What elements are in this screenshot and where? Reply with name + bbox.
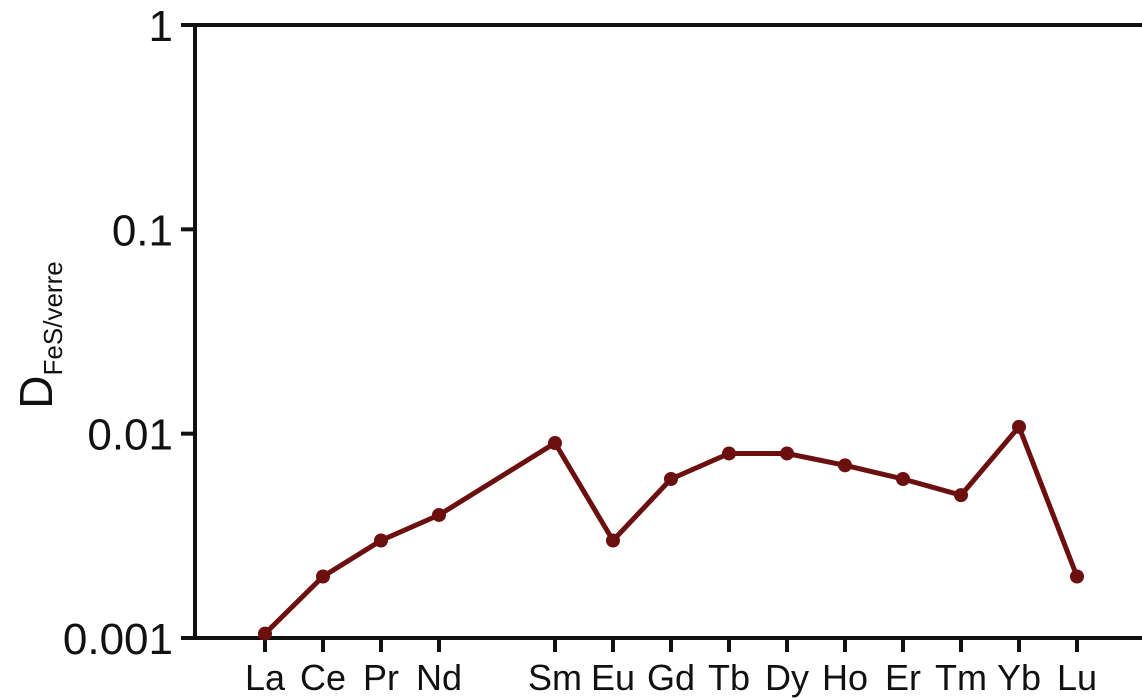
data-point-gd	[664, 471, 678, 486]
series-layer	[258, 419, 1084, 641]
x-tick-label-pr: Pr	[363, 657, 399, 698]
data-point-ce	[316, 569, 330, 584]
y-tick-label: 1	[149, 2, 173, 51]
x-tick-label-eu: Eu	[591, 657, 635, 698]
x-axis: La Ce Pr Nd Sm Eu Gd Tb Dy Ho Er Tm Yb Lu	[245, 638, 1097, 698]
plot-frame	[193, 23, 1142, 640]
data-point-dy	[780, 446, 794, 461]
y-axis-label-main: D	[10, 375, 62, 408]
y-axis-label-subscript: FeS/verre	[38, 261, 68, 375]
data-point-tm	[954, 488, 968, 503]
data-point-lu	[1070, 569, 1084, 584]
y-tick-label: 0.1	[112, 206, 173, 255]
data-point-er	[896, 471, 910, 486]
x-tick-label-la: La	[245, 657, 286, 698]
data-point-sm	[548, 436, 562, 451]
x-tick-label-tb: Tb	[708, 657, 750, 698]
data-point-ho	[838, 458, 852, 473]
x-tick-label-nd: Nd	[416, 657, 462, 698]
x-tick-label-yb: Yb	[997, 657, 1041, 698]
x-tick-label-sm: Sm	[528, 657, 582, 698]
x-tick-label-er: Er	[885, 657, 921, 698]
y-tick-label: 0.01	[87, 411, 173, 460]
x-tick-label-gd: Gd	[647, 657, 695, 698]
y-tick-label: 0.001	[63, 615, 173, 664]
y-axis-label: DFeS/verre	[10, 261, 68, 408]
data-point-yb	[1012, 419, 1026, 434]
x-tick-label-lu: Lu	[1057, 657, 1097, 698]
data-point-pr	[374, 533, 388, 548]
x-tick-label-tm: Tm	[935, 657, 987, 698]
data-point-nd	[432, 507, 446, 522]
data-point-tb	[722, 446, 736, 461]
data-point-la	[258, 626, 272, 641]
y-axis: 0.001 0.01 0.1 1	[63, 2, 195, 664]
series-line	[262, 424, 1080, 637]
x-tick-label-ce: Ce	[300, 657, 346, 698]
data-point-eu	[606, 533, 620, 548]
x-tick-label-ho: Ho	[822, 657, 868, 698]
svg-text:DFeS/verre: DFeS/verre	[10, 261, 68, 408]
x-tick-label-dy: Dy	[765, 657, 809, 698]
